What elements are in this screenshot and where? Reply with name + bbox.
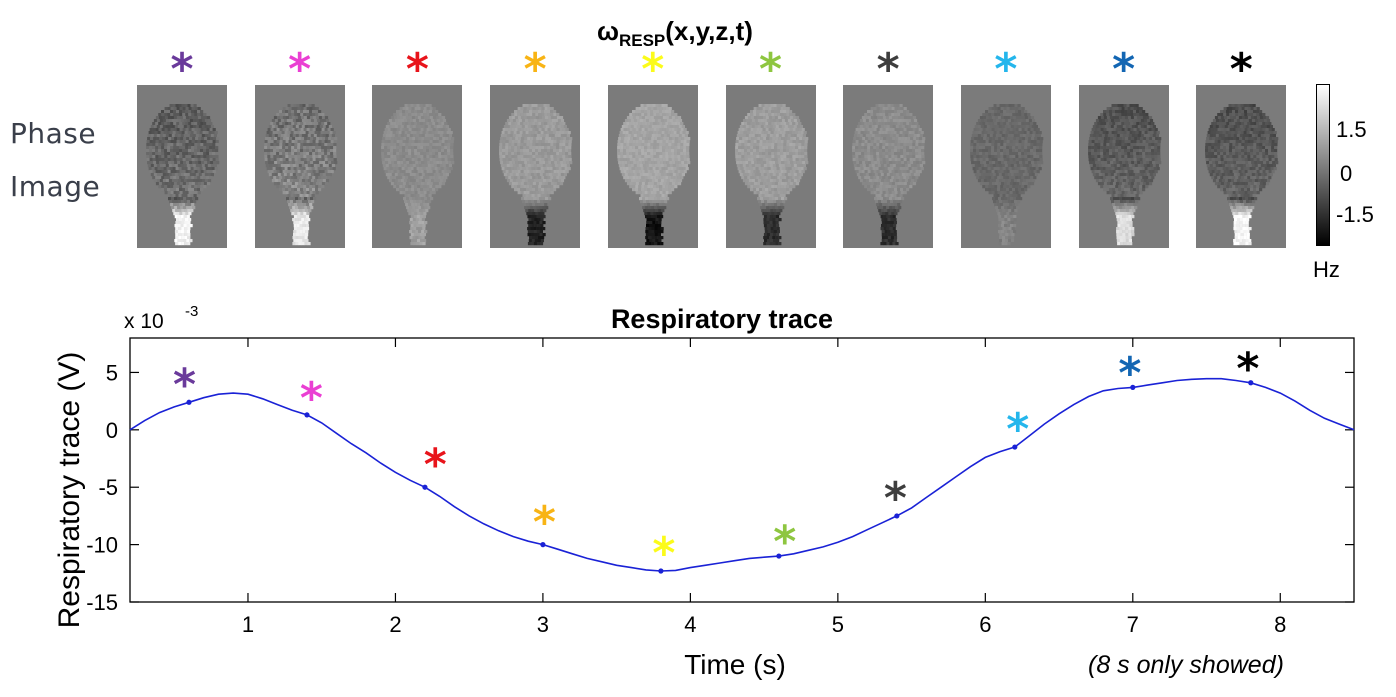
frame-star-2: *	[288, 44, 312, 95]
frame-star-7: *	[876, 44, 900, 95]
sample-point-10	[1248, 380, 1254, 386]
y-tick-label-1: 0	[106, 418, 118, 443]
sample-point-6	[776, 553, 782, 559]
phase-image-4	[499, 104, 573, 246]
chart-title: Respiratory trace	[611, 304, 833, 334]
y-axis-label: Respiratory trace (V)	[53, 352, 86, 629]
phase-image-frame-9	[1078, 85, 1169, 248]
colorbar	[1316, 84, 1330, 246]
frame-star-1: *	[170, 44, 194, 95]
sample-point-2	[304, 412, 310, 418]
omega-subscript: RESP	[618, 31, 666, 51]
annotation-star-1: *	[173, 359, 196, 410]
phase-image-frame-2	[254, 85, 345, 248]
annotation-star-9: *	[1118, 348, 1141, 399]
x-tick-label-1: 2	[389, 612, 401, 637]
annotation-star-4: *	[533, 497, 556, 548]
phase-image-3	[381, 104, 455, 246]
annotation-star-5: *	[652, 528, 675, 579]
sample-point-9	[1130, 384, 1136, 390]
colorbar-unit: Hz	[1313, 257, 1340, 282]
annotation-star-10: *	[1236, 343, 1259, 394]
colorbar-tick-zero: 0	[1340, 161, 1353, 186]
phase-image-frame-8	[960, 85, 1051, 248]
annotation-star-2: *	[300, 373, 323, 424]
x-axis-label: Time (s)	[684, 649, 786, 680]
phase-image-frame-4	[490, 85, 581, 248]
y-tick-label-0: 5	[106, 360, 118, 385]
frame-star-6: *	[758, 44, 782, 95]
plot-area	[129, 337, 1355, 603]
colorbar-tick-high: 1.5	[1336, 117, 1367, 142]
sample-point-4	[540, 542, 546, 548]
phase-image-9	[1087, 104, 1161, 246]
y-scale-exponent: -3	[185, 303, 198, 320]
sample-point-7	[894, 513, 900, 519]
annotation-star-6: *	[773, 517, 796, 568]
phase-image-5	[616, 104, 691, 246]
phase-image-1	[146, 104, 220, 246]
x-tick-label-6: 7	[1127, 612, 1139, 637]
phase-image-7	[852, 104, 926, 246]
frame-star-9: *	[1112, 44, 1136, 95]
series-line-respiratory-trace	[129, 377, 1355, 572]
omega-symbol: ω	[597, 16, 619, 46]
x-tick-label-3: 4	[684, 612, 696, 637]
phase-image-frame-10	[1196, 85, 1287, 248]
phase-image-frame-5	[607, 85, 698, 248]
x-tick-label-7: 8	[1274, 612, 1286, 637]
phase-image-frame-7	[843, 85, 934, 248]
x-tick-label-0: 1	[242, 612, 254, 637]
footnote: (8 s only showed)	[1088, 651, 1284, 679]
y-scale-label: x 10	[124, 310, 164, 333]
annotation-star-3: *	[424, 440, 447, 491]
x-tick-label-4: 5	[832, 612, 844, 637]
colorbar-tick-low: -1.5	[1336, 202, 1374, 227]
annotation-star-7: *	[884, 473, 907, 524]
phase-image-label-line2: Image	[10, 170, 101, 203]
phase-image-10	[1205, 104, 1279, 246]
omega-resp-title: ωRESP(x,y,z,t)	[597, 16, 753, 51]
phase-image-frame-1	[137, 85, 227, 248]
phase-image-label-line1: Phase	[10, 117, 97, 150]
sample-point-3	[422, 484, 428, 490]
y-tick-label-3: -10	[86, 533, 118, 558]
annotation-star-8: *	[1006, 404, 1029, 455]
sample-point-8	[1012, 444, 1018, 450]
omega-args: (x,y,z,t)	[665, 16, 753, 46]
frame-star-5: *	[641, 44, 665, 95]
phase-image-frame-6	[725, 85, 816, 248]
phase-image-8	[969, 104, 1044, 246]
phase-image-6	[734, 104, 808, 246]
phase-image-2	[263, 104, 337, 246]
sample-point-5	[658, 568, 664, 574]
x-tick-label-2: 3	[537, 612, 549, 637]
frame-star-4: *	[523, 44, 547, 95]
y-tick-label-2: -5	[98, 475, 118, 500]
y-tick-label-4: -15	[86, 590, 118, 615]
sample-point-1	[186, 399, 192, 405]
frame-star-3: *	[405, 44, 429, 95]
x-tick-label-5: 6	[979, 612, 991, 637]
frame-star-10: *	[1229, 44, 1253, 95]
phase-image-frame-3	[372, 85, 463, 248]
frame-star-8: *	[994, 44, 1018, 95]
